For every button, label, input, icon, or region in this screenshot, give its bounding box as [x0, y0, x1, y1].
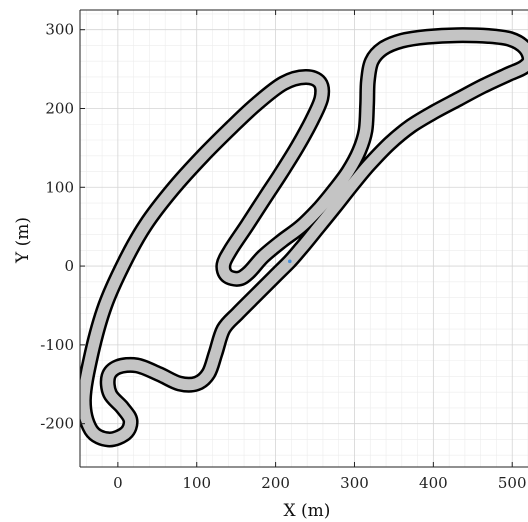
x-tick-label: 400 [419, 474, 448, 492]
x-tick-label: 0 [113, 474, 123, 492]
axes [79, 9, 528, 468]
y-tick-label: 0 [64, 257, 74, 275]
x-axis-label: X (m) [284, 501, 331, 521]
x-tick-label: 500 [498, 474, 527, 492]
y-tick-label: 100 [45, 178, 74, 196]
x-tick-label: 100 [182, 474, 211, 492]
tick-labels: 0 100 200 300 400 500 300 200 100 0 -100 -200 [40, 21, 526, 492]
x-tick-label: 200 [261, 474, 290, 492]
track [80, 27, 528, 448]
track-surface [80, 29, 528, 445]
y-tick-label: 200 [45, 99, 74, 117]
y-tick-label: 300 [45, 21, 74, 39]
minor-grid [80, 10, 528, 467]
y-axis-label: Y (m) [13, 217, 33, 264]
start-marker [288, 259, 292, 264]
y-tick-label: -100 [40, 336, 74, 354]
y-tick-label: -200 [40, 415, 74, 433]
x-tick-label: 300 [340, 474, 369, 492]
